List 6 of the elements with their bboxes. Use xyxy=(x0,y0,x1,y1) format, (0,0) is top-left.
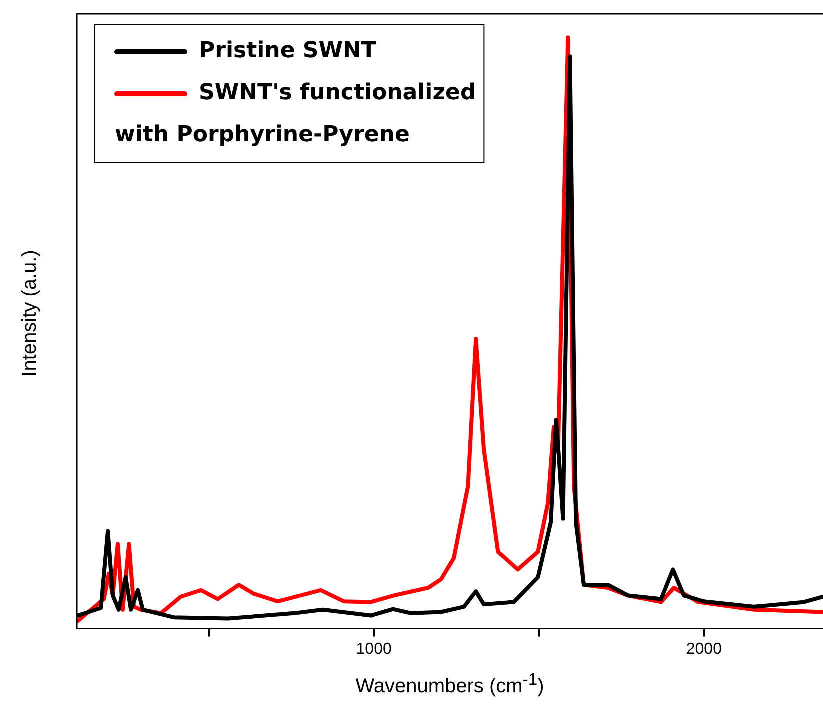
legend-label: SWNT's functionalized with Porphyrine-Pyrene xyxy=(115,80,476,148)
x-axis-title: Wavenumbers (cm$^{-1}$) xyxy=(354,670,546,699)
y-axis-title: Intensity (a.u.) xyxy=(18,250,42,377)
legend-label: Pristine SWNT xyxy=(199,38,376,64)
x-tick-label: 1000 xyxy=(356,640,392,658)
x-tick-label: 2000 xyxy=(686,640,722,658)
